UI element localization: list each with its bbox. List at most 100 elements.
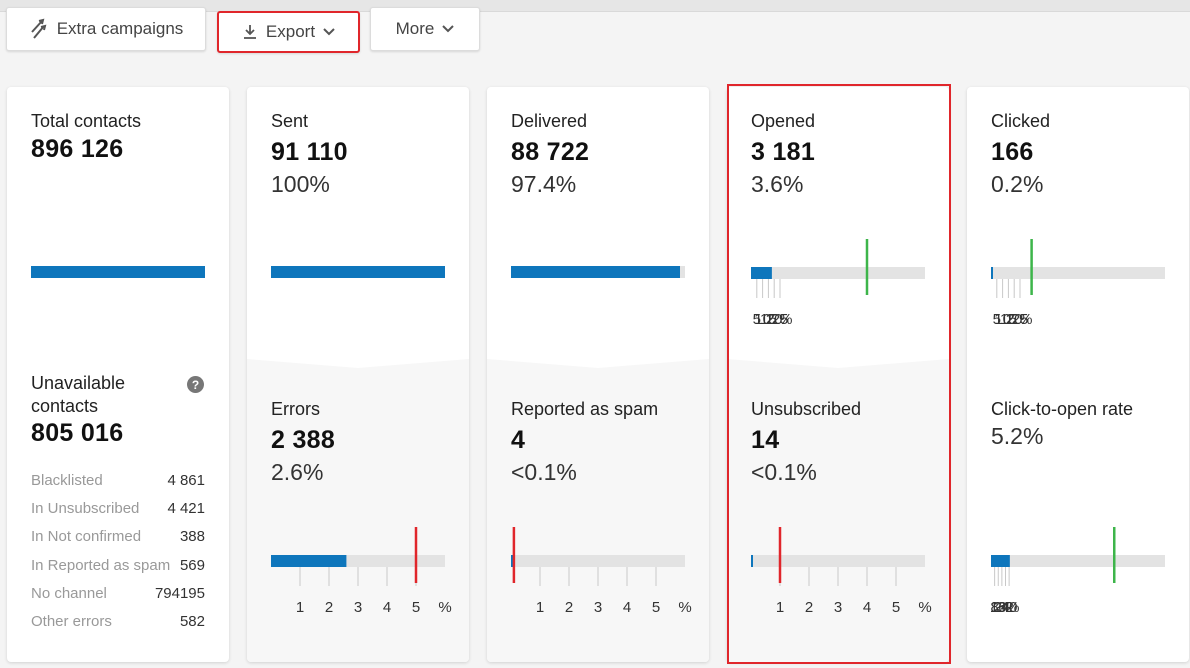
- breakdown-label: In Not confirmed: [31, 528, 142, 546]
- cto-tick-label: %: [1006, 599, 1019, 616]
- sent-percent: 100%: [271, 171, 330, 197]
- opened-card: Opened 3 181 3.6% 5 10 15 20 25% Unsubscribe…: [727, 87, 949, 662]
- spam-tick-label: 4: [623, 599, 631, 616]
- unavailable-breakdown-list: Blacklisted 4 861 In Unsubscribed 4 421 In…: [31, 466, 205, 636]
- opened-tick-label: 20: [766, 311, 783, 328]
- breakdown-label: No channel: [31, 584, 107, 602]
- clicked-fill: [991, 267, 993, 279]
- delivered-percent: 97.4%: [511, 171, 577, 197]
- cto-tick-label: 16: [990, 599, 1007, 616]
- clicked-value: 166: [991, 138, 1034, 166]
- opened-tick-label: 25: [772, 311, 789, 328]
- spam-tick-label: 3: [594, 599, 602, 616]
- breakdown-value: 4 861: [167, 471, 205, 489]
- unsubscribed-tick-label: 4: [863, 599, 871, 616]
- errors-fill: [271, 555, 347, 567]
- clicked-label: Clicked: [991, 111, 1051, 131]
- unsubscribed-tick-label: 2: [805, 599, 813, 616]
- unsubscribed-section: [727, 359, 949, 662]
- export-label: Export: [265, 22, 316, 41]
- list-item: In Not confirmed 388: [31, 523, 205, 551]
- chevron-down-icon: [442, 25, 455, 33]
- errors-scale-chart: 1 2 3 4 5%: [271, 527, 452, 616]
- download-icon: [242, 24, 258, 40]
- more-button[interactable]: More: [370, 7, 480, 51]
- unsubscribed-tick-label: 3: [834, 599, 842, 616]
- errors-tick-label: 4: [383, 599, 391, 616]
- list-item: Blacklisted 4 861: [31, 466, 205, 494]
- list-item: In Unsubscribed 4 421: [31, 494, 205, 522]
- clicked-track: [991, 267, 1165, 279]
- cto-label: Click-to-open rate: [991, 399, 1134, 419]
- clicked-tick-label: 15: [1000, 311, 1017, 328]
- errors-tick-label: %: [438, 599, 451, 616]
- delivered-bar-fill: [511, 266, 681, 278]
- delivered-label: Delivered: [511, 111, 588, 131]
- cto-percent: 5.2%: [991, 423, 1044, 449]
- breakdown-value: 582: [179, 613, 205, 631]
- breakdown-value: 388: [179, 528, 205, 546]
- spam-track: [511, 555, 685, 567]
- unsubscribed-scale-chart: 1 2 3 4 5%: [751, 527, 932, 616]
- breakdown-label: Other errors: [31, 613, 112, 631]
- section-divider: [247, 349, 469, 368]
- export-button[interactable]: Export: [217, 11, 360, 53]
- opened-value: 3 181: [751, 138, 816, 166]
- chevron-down-icon: [323, 28, 335, 36]
- cto-fill: [991, 555, 1010, 567]
- errors-tick-label: 1: [296, 599, 304, 616]
- extra-campaigns-label: Extra campaigns: [56, 19, 184, 38]
- breakdown-value: 4 421: [167, 499, 205, 517]
- cto-tick-label: 24: [994, 599, 1011, 616]
- opened-fill: [751, 267, 772, 279]
- delivered-value: 88 722: [511, 138, 590, 166]
- help-icon[interactable]: ?: [187, 376, 204, 393]
- breakdown-value: 794195: [154, 584, 205, 602]
- breakdown-label: Blacklisted: [31, 471, 103, 489]
- errors-tick-label: 2: [325, 599, 333, 616]
- spam-section: [487, 359, 709, 662]
- errors-tick-label: 3: [354, 599, 362, 616]
- opened-tick-label: 10: [754, 311, 771, 328]
- spam-tick-label: 5: [652, 599, 660, 616]
- total-contacts-value: 896 126: [31, 135, 124, 163]
- clicked-tick-label: 10: [994, 311, 1011, 328]
- spam-tick-label: 1: [536, 599, 544, 616]
- unsubscribed-fill: [751, 555, 753, 567]
- sent-bar: [271, 266, 445, 278]
- spam-tick-label: %: [678, 599, 691, 616]
- opened-track: [751, 267, 925, 279]
- opened-tick-label: 15: [760, 311, 777, 328]
- unsubscribed-percent: <0.1%: [751, 459, 817, 485]
- cto-track: [991, 555, 1165, 567]
- errors-label: Errors: [271, 399, 320, 419]
- cto-tick-label: 8: [990, 599, 998, 616]
- spam-scale-chart: 1 2 3 4 5%: [511, 527, 692, 616]
- top-strip: [0, 0, 1190, 12]
- multi-send-icon: [29, 18, 49, 40]
- clicked-tick-label: 5: [993, 311, 1001, 328]
- section-divider: [487, 349, 709, 368]
- errors-tick-label: 5: [412, 599, 420, 616]
- spam-tick-label: 2: [565, 599, 573, 616]
- sent-label: Sent: [271, 111, 309, 131]
- extra-campaigns-button[interactable]: Extra campaigns: [6, 7, 206, 51]
- clicked-tick-label: 20: [1006, 311, 1023, 328]
- total-contacts-bar: [31, 266, 205, 278]
- opened-tick-label: 5: [753, 311, 761, 328]
- unavailable-contacts-label: Unavailable contacts: [31, 373, 126, 416]
- unsubscribed-tick-label: %: [918, 599, 931, 616]
- more-label: More: [395, 19, 435, 38]
- total-contacts-card: Total contacts 896 126 Unavailable conta…: [7, 87, 229, 662]
- delivered-bar-track: [511, 266, 685, 278]
- unavailable-contacts-value: 805 016: [31, 419, 124, 447]
- unsubscribed-label: Unsubscribed: [751, 399, 862, 419]
- breakdown-label: In Reported as spam: [31, 556, 171, 574]
- unsubscribed-value: 14: [751, 426, 780, 454]
- spam-fill: [511, 555, 513, 567]
- unsubscribed-tick-label: 5: [892, 599, 900, 616]
- sent-card: Sent 91 110 100% Errors 2 388 2.6% 1 2 3 4 5…: [247, 87, 469, 662]
- breakdown-value: 569: [179, 556, 205, 574]
